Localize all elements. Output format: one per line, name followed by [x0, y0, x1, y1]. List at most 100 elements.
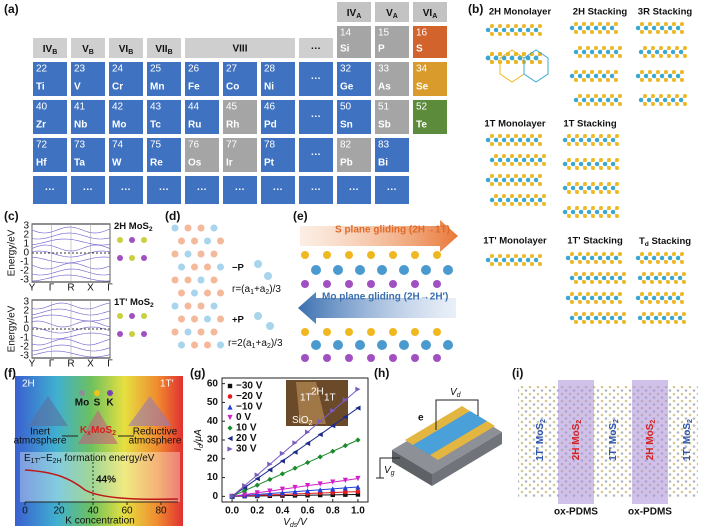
atom: [574, 312, 578, 316]
atom: [489, 157, 495, 163]
atom: [129, 313, 135, 319]
marker: [229, 493, 235, 499]
element-cell: [109, 176, 143, 204]
element-cell: [299, 138, 333, 172]
atom: [615, 190, 619, 194]
element-cell: [337, 26, 371, 58]
atom: [578, 54, 582, 58]
atom: [573, 295, 579, 301]
atom: [606, 22, 610, 26]
atom: [645, 275, 651, 281]
atom: [601, 73, 607, 79]
marker: [292, 465, 298, 471]
atomic-number: 76: [188, 140, 200, 151]
marker: [343, 489, 348, 495]
x-tick-label: 1.0: [351, 506, 365, 517]
atom: [501, 257, 507, 263]
voltage-label: Vg: [384, 465, 395, 478]
atom: [141, 255, 147, 261]
atom: [171, 250, 179, 258]
text-part: d: [457, 392, 462, 399]
atom: [658, 312, 662, 316]
atom: [599, 142, 603, 146]
atom: [593, 275, 599, 281]
atomic-number: 15: [378, 28, 390, 39]
atomic-number: 27: [226, 64, 238, 75]
element-symbol: Os: [188, 158, 202, 169]
axis-label: Energy/eV: [7, 305, 18, 352]
atom: [651, 94, 655, 98]
panel-label: (e): [293, 209, 308, 223]
atom: [640, 260, 644, 264]
text-part: Stacking: [649, 236, 691, 247]
atom: [591, 214, 595, 218]
atom: [573, 255, 579, 261]
atom: [490, 174, 494, 178]
polarity-label: −P: [232, 263, 245, 274]
atom: [530, 262, 534, 266]
atom: [521, 157, 527, 163]
text-part: 1: [252, 343, 256, 350]
atom: [682, 272, 686, 276]
atom: [574, 70, 578, 74]
x-tick-label: 80: [155, 506, 167, 517]
structure-label: 1T Monolayer: [484, 119, 546, 130]
marker: [242, 483, 248, 489]
atom: [613, 255, 619, 261]
text-part: 1: [250, 289, 254, 296]
atom: [513, 157, 519, 163]
legend-label: 30 V: [236, 444, 257, 455]
atom: [640, 30, 644, 34]
atom: [581, 255, 587, 261]
atom: [607, 214, 611, 218]
atom: [656, 292, 660, 296]
atom: [505, 157, 511, 163]
element-symbol: Ir: [226, 158, 233, 169]
atom: [643, 25, 649, 31]
atom: [514, 60, 518, 64]
atomic-number: 25: [150, 64, 162, 75]
atom: [117, 313, 123, 319]
element-cell: [375, 100, 409, 134]
atom: [590, 280, 594, 284]
atom: [191, 315, 198, 323]
text-part: 1T' MoS: [608, 423, 619, 461]
atom: [171, 328, 179, 336]
atom: [217, 289, 224, 297]
text-part: 2H MoS: [645, 423, 656, 460]
y-tick-label: 30: [207, 435, 219, 446]
atom: [586, 292, 590, 296]
atom: [606, 272, 610, 276]
y-tick-label: 1: [23, 315, 29, 326]
atom: [582, 30, 586, 34]
atom: [682, 280, 686, 284]
marker: [304, 459, 311, 466]
atom: [569, 25, 575, 31]
atom: [506, 254, 510, 258]
atom: [594, 54, 598, 58]
atom: [583, 134, 587, 138]
atom: [574, 30, 578, 34]
atom: [666, 272, 670, 276]
atom: [204, 315, 211, 323]
element-symbol: ···: [311, 112, 321, 123]
k-label: Γ: [49, 283, 55, 294]
text-part: MoS: [91, 425, 112, 436]
element-symbol: ···: [273, 185, 283, 196]
element-symbol: Pd: [264, 120, 277, 131]
atom: [680, 300, 684, 304]
marker: [342, 485, 348, 491]
atom: [497, 157, 503, 163]
atom: [615, 158, 619, 162]
group-header-label: VIA: [423, 8, 438, 21]
atom: [607, 182, 611, 186]
atom: [661, 275, 667, 281]
panel-label: (i): [512, 366, 523, 380]
y-tick-label: 0: [23, 324, 29, 335]
atom: [586, 54, 590, 58]
element-cell: [109, 100, 143, 134]
atom: [599, 190, 603, 194]
atom: [590, 272, 594, 276]
element-cell: [337, 100, 371, 134]
